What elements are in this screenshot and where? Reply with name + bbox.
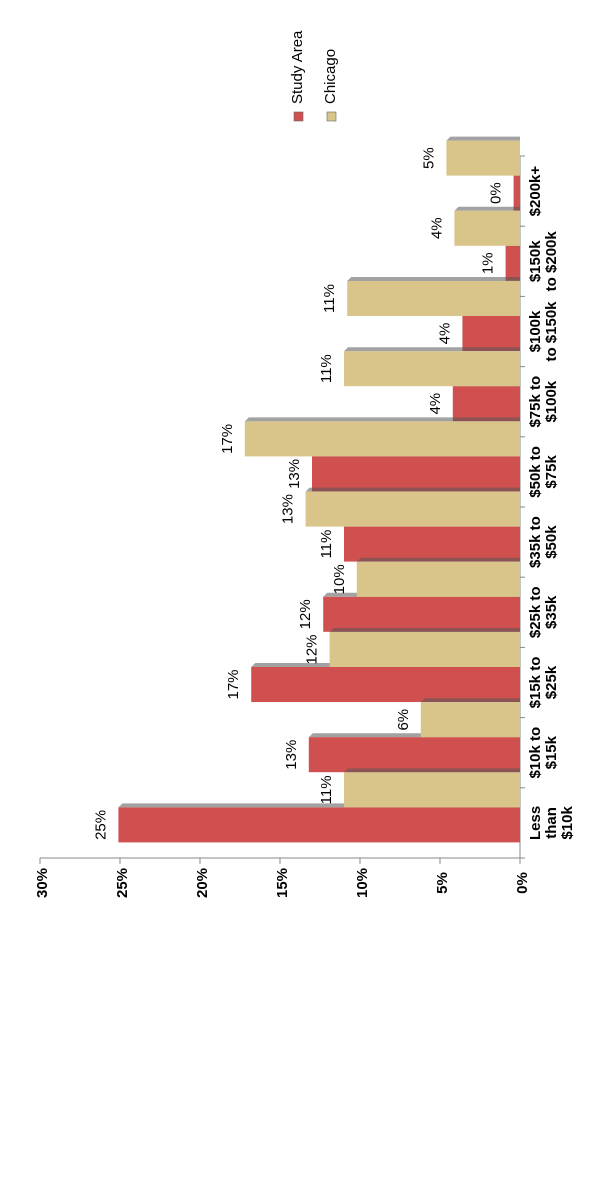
data-label: 0% bbox=[488, 182, 505, 204]
bar bbox=[308, 737, 520, 773]
bar-depth bbox=[420, 698, 520, 703]
bar bbox=[312, 456, 520, 492]
data-label: 17% bbox=[225, 669, 242, 699]
category-label: $10k to$15k bbox=[527, 727, 560, 779]
bar-depth bbox=[305, 487, 520, 492]
bar bbox=[323, 596, 520, 632]
category-label: $150kto $200k bbox=[527, 231, 560, 292]
bar-depth bbox=[329, 628, 520, 632]
data-label: 5% bbox=[420, 147, 437, 169]
bar bbox=[344, 772, 520, 808]
category-label-line: $75k bbox=[543, 455, 560, 489]
bar-depth bbox=[244, 417, 521, 422]
category-label-line: $100k bbox=[543, 380, 560, 422]
category-label-line: $25k bbox=[543, 665, 560, 699]
legend-swatch bbox=[293, 111, 304, 122]
bar bbox=[329, 632, 520, 667]
category-label: $35k to$50k bbox=[527, 516, 560, 568]
bar bbox=[344, 351, 520, 387]
data-label: 1% bbox=[480, 252, 497, 274]
data-label: 11% bbox=[321, 284, 338, 313]
bar-depth bbox=[344, 768, 520, 773]
category-label-line: to $150k bbox=[543, 301, 560, 362]
category-label-line: $50k to bbox=[527, 446, 544, 498]
bar bbox=[513, 175, 520, 211]
value-axis-tick-label: 15% bbox=[274, 868, 291, 898]
category-label-line: $15k to bbox=[527, 657, 544, 709]
data-label: 13% bbox=[280, 494, 297, 524]
category-label: $100kto $150k bbox=[527, 301, 560, 362]
bar-depth bbox=[344, 347, 520, 352]
bar bbox=[454, 210, 520, 246]
data-label: 11% bbox=[318, 354, 335, 383]
category-label-line: $150k bbox=[527, 240, 544, 282]
bar bbox=[344, 526, 520, 562]
bar-depth bbox=[446, 136, 520, 141]
bar-depth bbox=[356, 557, 520, 562]
value-axis-tick-label: 5% bbox=[434, 872, 451, 894]
legend-swatch bbox=[326, 111, 337, 122]
category-label-line: $50k bbox=[543, 525, 560, 559]
data-label: 17% bbox=[219, 424, 236, 454]
category-label-line: $15k bbox=[543, 735, 560, 769]
category-label-line: than bbox=[543, 807, 560, 839]
data-label: 4% bbox=[436, 323, 453, 345]
bar bbox=[505, 245, 520, 281]
bar bbox=[347, 281, 520, 316]
bar-depth bbox=[454, 206, 520, 211]
category-label-line: $35k bbox=[543, 595, 560, 629]
category-label: $15k to$25k bbox=[527, 657, 560, 709]
data-label: 11% bbox=[318, 530, 335, 559]
value-axis-tick-label: 10% bbox=[354, 868, 371, 898]
bar bbox=[305, 491, 520, 527]
bar bbox=[244, 421, 521, 457]
bar bbox=[118, 807, 521, 843]
data-label: 4% bbox=[428, 217, 445, 239]
bar bbox=[452, 386, 520, 422]
category-label-line: $100k bbox=[527, 310, 544, 352]
data-label: 4% bbox=[427, 393, 444, 415]
bar bbox=[356, 561, 520, 597]
category-label-line: $10k to bbox=[527, 727, 544, 779]
category-label-line: $75k to bbox=[527, 376, 544, 428]
legend-label: Chicago bbox=[322, 49, 339, 104]
category-label: $75k to$100k bbox=[527, 376, 560, 428]
data-label: 12% bbox=[304, 634, 321, 664]
legend-label: Study Area bbox=[289, 30, 306, 104]
category-label-line: Less bbox=[527, 806, 544, 840]
data-label: 25% bbox=[92, 810, 109, 840]
category-label-line: $10k bbox=[559, 806, 576, 840]
category-label-line: $35k to bbox=[527, 516, 544, 568]
data-label: 13% bbox=[283, 740, 300, 770]
data-label: 12% bbox=[297, 599, 314, 629]
data-label: 11% bbox=[318, 775, 335, 804]
bar-depth bbox=[347, 277, 520, 281]
value-axis-tick-label: 25% bbox=[114, 868, 131, 898]
data-label: 6% bbox=[395, 709, 412, 731]
value-axis-tick-label: 20% bbox=[194, 868, 211, 898]
category-label-line: $25k to bbox=[527, 586, 544, 638]
value-axis-tick-label: 0% bbox=[514, 872, 531, 894]
bar bbox=[462, 316, 520, 351]
bar bbox=[251, 667, 520, 702]
bar bbox=[446, 140, 520, 176]
value-axis-tick-label: 30% bbox=[34, 868, 51, 898]
data-label: 10% bbox=[331, 564, 348, 594]
data-label: 13% bbox=[286, 459, 303, 489]
category-label: $50k to$75k bbox=[527, 446, 560, 498]
category-label-line: to $200k bbox=[543, 231, 560, 292]
category-label: $25k to$35k bbox=[527, 586, 560, 638]
category-label-line: $200k+ bbox=[527, 166, 544, 217]
category-label: Lessthan$10k bbox=[527, 806, 576, 840]
bar bbox=[420, 702, 520, 738]
category-label: $200k+ bbox=[527, 166, 544, 217]
